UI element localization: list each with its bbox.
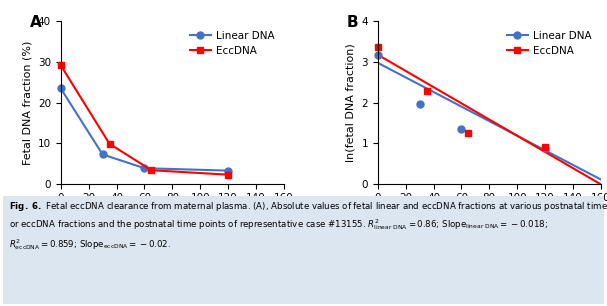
Legend: Linear DNA, EccDNA: Linear DNA, EccDNA <box>503 27 595 60</box>
X-axis label: Time (min): Time (min) <box>142 209 203 219</box>
Y-axis label: ln(fetal DNA fraction): ln(fetal DNA fraction) <box>346 43 356 162</box>
FancyBboxPatch shape <box>3 196 604 304</box>
Text: $\bf{Fig.\ 6.}$ Fetal eccDNA clearance from maternal plasma. (A), Absolute value: $\bf{Fig.\ 6.}$ Fetal eccDNA clearance f… <box>9 200 607 252</box>
Y-axis label: Fetal DNA fraction (%): Fetal DNA fraction (%) <box>22 40 32 165</box>
Text: A: A <box>30 15 41 30</box>
X-axis label: Time (min): Time (min) <box>459 209 520 219</box>
Text: B: B <box>347 15 358 30</box>
Legend: Linear DNA, EccDNA: Linear DNA, EccDNA <box>186 27 279 60</box>
